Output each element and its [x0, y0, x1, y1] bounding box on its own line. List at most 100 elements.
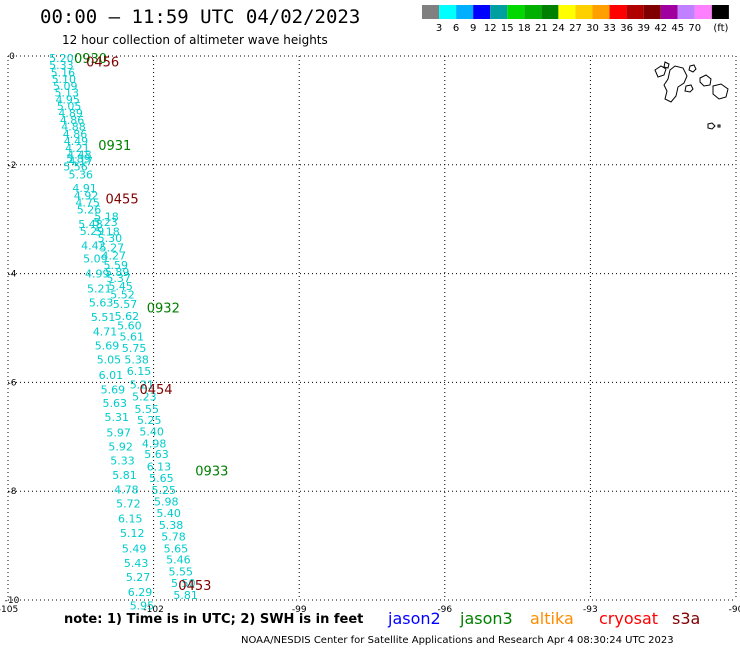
- island-outline: [688, 64, 697, 73]
- y-tick-label: -10: [5, 596, 20, 606]
- wave-height-value: 5.55: [135, 403, 160, 416]
- color-scale-swatch: [439, 5, 457, 19]
- color-scale-label: 24: [552, 23, 565, 34]
- wave-height-value: 6.15: [127, 365, 152, 378]
- wave-height-value: 4.48: [67, 148, 92, 161]
- wave-height-value: 4.75: [75, 196, 100, 209]
- wave-height-value: 4.95: [55, 94, 80, 107]
- wave-height-value: 5.92: [108, 441, 133, 454]
- wave-height-value: 5.81: [173, 589, 198, 602]
- track-time-label: 0931: [98, 139, 131, 154]
- color-scale-label: 3: [436, 23, 442, 34]
- wave-height-value: 5.98: [154, 496, 179, 509]
- color-scale-label: 9: [470, 23, 476, 34]
- wave-height-value: 5.69: [101, 383, 126, 396]
- wave-height-value: 5.57: [113, 298, 138, 311]
- y-tick-label: -6: [8, 378, 17, 388]
- wave-height-value: 4.49: [64, 135, 89, 148]
- wave-height-value: 5.10: [52, 73, 77, 86]
- wave-height-value: 5.23: [93, 216, 118, 229]
- wave-height-value: 5.38: [124, 354, 149, 367]
- wave-height-value: 5.59: [103, 259, 128, 272]
- color-scale-label: 18: [518, 23, 531, 34]
- wave-height-value: 4.17: [69, 155, 94, 168]
- color-scale-swatch: [592, 5, 610, 19]
- wave-height-value: 5.63: [103, 397, 128, 410]
- color-scale-label: 36: [620, 23, 633, 34]
- color-scale-swatch: [677, 5, 695, 19]
- wave-height-value: 5.31: [104, 411, 129, 424]
- wave-height-value: 5.40: [156, 507, 181, 520]
- wave-height-value: 5.37: [106, 272, 131, 285]
- wave-height-value: 5.13: [54, 86, 79, 99]
- legend-jason2: jason2: [388, 609, 441, 628]
- x-tick-label: -93: [583, 605, 598, 615]
- wave-height-value: 4.89: [58, 107, 83, 120]
- wave-height-value: 5.38: [159, 519, 184, 532]
- wave-height-value: 5.65: [164, 542, 189, 555]
- color-scale-label: 27: [569, 23, 582, 34]
- wave-height-value: 5.29: [80, 225, 105, 238]
- color-scale-swatch: [456, 5, 474, 19]
- wave-height-value: 5.46: [166, 554, 191, 567]
- wave-height-value: 5.21: [87, 282, 112, 295]
- island-outline: [707, 122, 716, 130]
- wave-height-value: 5.89: [105, 266, 130, 279]
- track-time-label: 0933: [195, 465, 228, 480]
- wave-height-value: 5.33: [49, 59, 74, 72]
- wave-height-value: 6.13: [147, 461, 172, 474]
- color-scale-swatch: [558, 5, 576, 19]
- footnote: note: 1) Time is in UTC; 2) SWH is in fe…: [64, 612, 364, 627]
- wave-height-value: 5.25: [137, 414, 162, 427]
- wave-height-value: 5.18: [95, 226, 120, 239]
- island-outline: [663, 65, 688, 103]
- wave-height-value: 5.72: [116, 498, 141, 511]
- color-scale-unit: (ft): [713, 23, 728, 34]
- color-scale-swatch: [473, 5, 491, 19]
- wave-height-value: 4.88: [61, 121, 86, 134]
- wave-height-value: 5.26: [77, 203, 102, 216]
- island-outline: [717, 124, 721, 128]
- wave-height-value: 5.43: [124, 557, 149, 570]
- wave-height-value: 4.86: [63, 128, 88, 141]
- color-scale-swatch: [490, 5, 508, 19]
- wave-height-value: 5.50: [171, 577, 196, 590]
- wave-height-value: 5.62: [115, 310, 140, 323]
- legend-s3a: s3a: [672, 609, 701, 628]
- y-tick-label: 0: [9, 52, 15, 62]
- wave-height-value: 5.20: [49, 52, 74, 65]
- y-tick-label: -2: [8, 161, 17, 171]
- wave-height-value: 5.05: [97, 354, 122, 367]
- island-outline: [712, 83, 729, 100]
- color-scale-label: 15: [501, 23, 514, 34]
- color-scale-label: 45: [671, 23, 684, 34]
- track-time-label: 0454: [139, 383, 172, 398]
- color-scale-swatch: [660, 5, 678, 19]
- color-scale-swatch: [643, 5, 661, 19]
- wave-height-value: 5.89: [66, 152, 91, 165]
- credit-line: NOAA/NESDIS Center for Satellite Applica…: [241, 635, 674, 646]
- wave-height-value: 6.29: [128, 586, 153, 599]
- color-scale-swatch: [575, 5, 593, 19]
- wave-height-value: 5.75: [122, 342, 147, 355]
- wave-height-value: 5.63: [144, 448, 169, 461]
- color-scale-swatch: [711, 5, 729, 19]
- wave-height-value: 5.36: [69, 169, 94, 182]
- color-scale-label: 6: [453, 23, 459, 34]
- wave-height-value: 5.97: [106, 426, 131, 439]
- wave-height-value: 4.99: [85, 268, 110, 281]
- wave-height-value: 5.12: [120, 527, 145, 540]
- color-scale-label: 30: [586, 23, 599, 34]
- island-outline: [699, 74, 712, 87]
- wave-height-value: 4.21: [65, 142, 90, 155]
- wave-height-value: 5.56: [63, 160, 88, 173]
- x-tick-label: -96: [437, 605, 452, 615]
- wave-height-value: 5.27: [100, 241, 125, 254]
- legend-jason3: jason3: [460, 609, 513, 628]
- color-scale-swatch: [626, 5, 644, 19]
- wave-height-value: 5.51: [91, 311, 116, 324]
- wave-height-value: 4.92: [74, 189, 99, 202]
- wave-height-value: 4.71: [93, 325, 118, 338]
- wave-height-value: 5.52: [110, 288, 135, 301]
- wave-height-value: 5.09: [83, 252, 108, 265]
